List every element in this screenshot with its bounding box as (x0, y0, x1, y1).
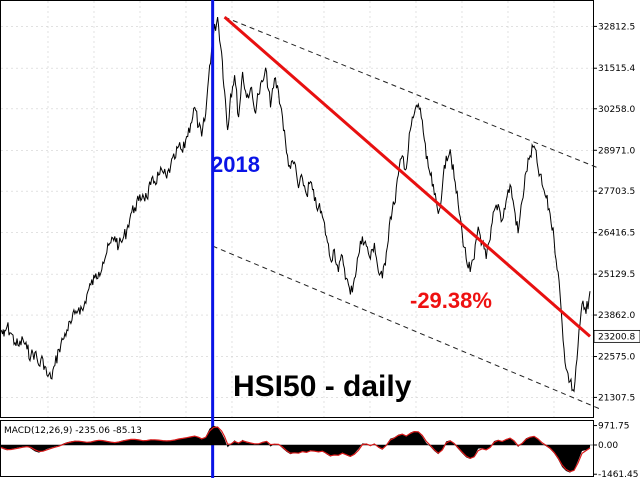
price-tick-label: 31515.4 (598, 64, 635, 74)
trend-channel (212, 16, 601, 410)
price-tick-label: 30258.0 (598, 105, 635, 115)
price-series-line (0, 17, 591, 393)
grid-lines (1, 1, 593, 417)
price-tick-label: 26416.5 (598, 229, 635, 239)
decline-label: -29.38% (410, 288, 492, 313)
current-price-box (593, 329, 640, 343)
price-tick-label: 27703.5 (598, 187, 635, 197)
macd-tick-label: -1461.45 (598, 470, 638, 480)
price-tick-label: 23862.0 (598, 311, 635, 321)
macd-label: MACD(12,26,9) -235.06 -85.13 (4, 426, 142, 436)
price-tick-label: 22575.0 (598, 353, 635, 363)
price-axis: 32812.5 31515.4 30258.0 28971.0 27703.5 26416… (593, 22, 640, 403)
current-price-label: 23200.8 (598, 332, 635, 342)
year-label: 2018 (211, 152, 260, 177)
macd-tick-label: 971.75 (598, 422, 630, 432)
macd-axis: 971.75 0.00 -1461.45 (593, 422, 638, 480)
price-tick-label: 28971.0 (598, 146, 635, 156)
macd-tick-label: 0.00 (598, 441, 618, 451)
chart-title: HSI50 - daily (233, 370, 412, 403)
price-tick-label: 21307.5 (598, 393, 635, 403)
macd-signal-line (0, 426, 591, 473)
price-panel-frame (0, 0, 594, 418)
channel-upper-line (224, 16, 601, 170)
trend-line (223, 15, 591, 338)
price-tick-label: 32812.5 (598, 22, 635, 32)
macd-panel-frame (0, 420, 594, 477)
macd-indicator (1, 425, 593, 473)
channel-lower-line (212, 245, 601, 410)
macd-histogram (1, 425, 590, 473)
price-tick-label: 25129.5 (598, 270, 635, 280)
